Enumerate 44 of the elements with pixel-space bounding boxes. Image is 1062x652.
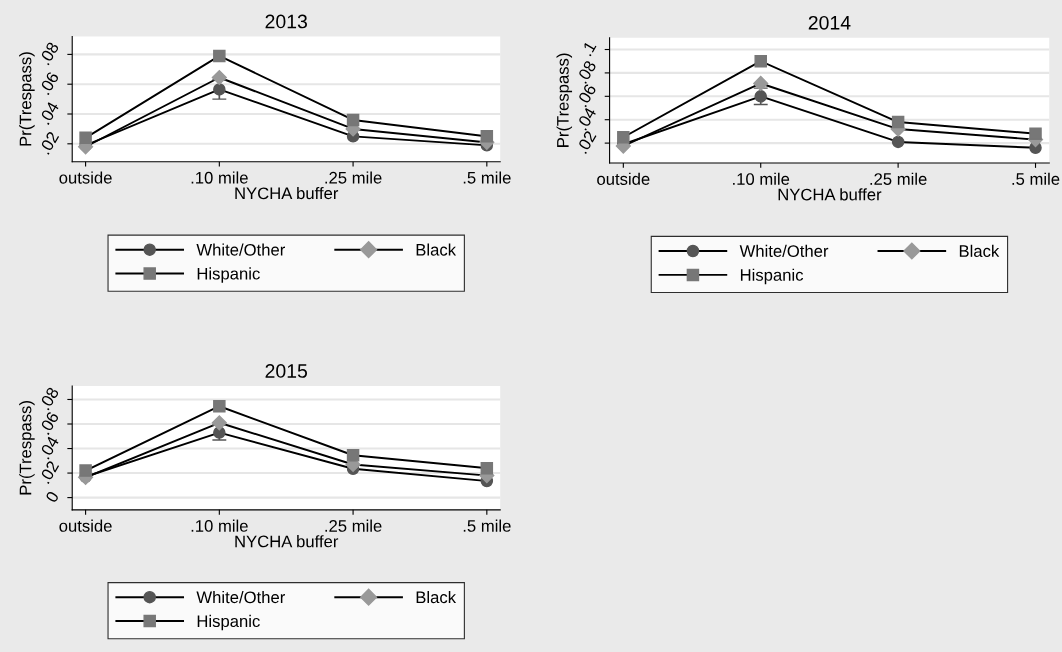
x-axis-title: NYCHA buffer [778,188,882,201]
y-tick-label: .04 [575,106,597,131]
y-axis-title: Pr(Trespass) [19,52,35,146]
chart-title: 2014 [808,15,851,30]
y-tick-label: .08 [575,59,597,84]
x-tick-label: .10 mile [733,172,790,185]
chart-title: 2015 [265,364,308,378]
y-tick-label: .04 [38,435,60,460]
x-axis-title: NYCHA buffer [235,535,339,548]
y-axis-title: Pr(Trespass) [556,53,573,147]
y-tick-label: .02 [575,130,597,155]
x-tick-label: .10 mile [191,519,248,532]
legend-label: Black [959,244,1000,257]
x-tick-label: .5 mile [463,171,511,184]
legend-label: White/Other [739,244,829,257]
y-tick-label: .06 [38,410,60,435]
legend-label: White/Other [196,243,286,256]
x-tick-label: .5 mile [1012,172,1060,185]
x-tick-label: .5 mile [463,519,511,532]
legend-label: Hispanic [197,267,260,283]
x-tick-label: .10 mile [191,171,248,184]
legend-label: Hispanic [197,614,260,631]
y-tick-label: .02 [38,460,60,485]
y-tick-label: .06 [575,83,597,108]
x-tick-label: outside [597,172,650,185]
legend-label: Black [416,590,457,604]
y-tick-label: .08 [38,386,60,411]
chart-title: 2013 [265,14,307,29]
y-tick-label: .02 [38,130,60,155]
legend-label: White/Other [196,590,286,604]
x-tick-label: .25 mile [325,519,382,532]
y-axis-title: Pr(Trespass) [19,401,35,495]
x-tick-label: outside [59,171,112,184]
y-tick-label: 0 [45,490,60,504]
legend-label: Black [416,243,457,256]
x-tick-label: .25 mile [870,172,927,185]
y-tick-label: .08 [38,41,60,66]
y-tick-label: .1 [580,40,597,57]
x-tick-label: .25 mile [325,171,382,184]
x-axis-title: NYCHA buffer [235,186,339,200]
y-tick-label: .04 [38,100,60,125]
y-tick-label: .06 [38,71,60,96]
legend-label: Hispanic [740,268,804,285]
x-tick-label: outside [59,519,112,532]
